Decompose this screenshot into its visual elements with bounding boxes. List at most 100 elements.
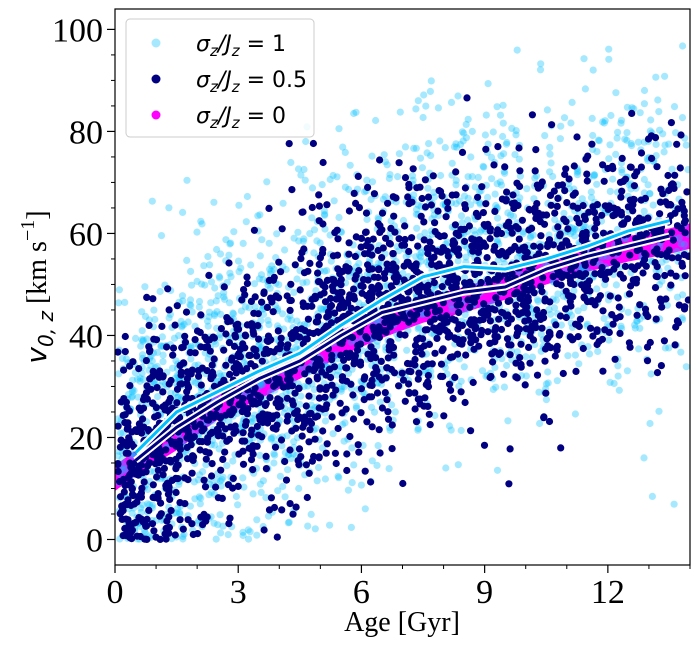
scatter-point-sigma-0-5 — [414, 242, 422, 250]
scatter-point-sigma-1 — [115, 286, 123, 294]
scatter-point-sigma-0-5 — [539, 211, 547, 219]
scatter-point-sigma-0-5 — [321, 298, 330, 306]
scatter-point-sigma-1 — [680, 240, 689, 248]
scatter-point-sigma-0-5 — [125, 407, 133, 415]
scatter-point-sigma-0-5 — [357, 409, 365, 417]
scatter-point-sigma-0-5 — [371, 332, 379, 340]
scatter-point-sigma-0-5 — [484, 311, 492, 319]
scatter-point-sigma-0-5 — [168, 476, 176, 484]
scatter-point-sigma-1 — [631, 321, 639, 329]
scatter-point-sigma-0-5 — [419, 362, 428, 371]
scatter-point-sigma-0-5 — [399, 313, 407, 322]
scatter-point-sigma-1 — [376, 398, 384, 406]
scatter-point-sigma-0-5 — [364, 350, 372, 358]
scatter-point-sigma-0-5 — [239, 340, 247, 348]
scatter-point-sigma-1 — [593, 180, 601, 188]
scatter-point-sigma-0-5 — [217, 325, 225, 333]
scatter-point-sigma-0-5 — [411, 389, 419, 397]
scatter-point-sigma-1 — [321, 210, 329, 218]
scatter-point-sigma-0-5 — [260, 526, 268, 534]
scatter-point-sigma-1 — [523, 185, 531, 193]
scatter-point-sigma-1 — [124, 390, 132, 399]
scatter-point-sigma-1 — [677, 240, 685, 248]
scatter-point-sigma-1 — [186, 502, 194, 510]
scatter-point-sigma-0-5 — [260, 288, 268, 296]
scatter-point-sigma-0-5 — [398, 369, 406, 377]
scatter-point-sigma-0-5 — [196, 328, 204, 337]
scatter-point-sigma-1 — [210, 312, 219, 320]
scatter-point-sigma-0-5 — [313, 375, 321, 383]
scatter-point-sigma-0-5 — [533, 306, 541, 314]
scatter-point-sigma-1 — [232, 492, 240, 501]
scatter-point-sigma-0-5 — [530, 289, 538, 297]
scatter-point-sigma-1 — [635, 345, 643, 353]
magenta-band — [115, 223, 690, 492]
y-axis-label: v0, z [km s−1] — [17, 210, 58, 363]
scatter-point-sigma-0-5 — [423, 288, 431, 296]
scatter-point-sigma-0-5 — [503, 335, 512, 343]
scatter-point-sigma-1 — [580, 304, 588, 312]
scatter-point-sigma-1 — [330, 197, 338, 205]
scatter-point-sigma-0-5 — [554, 223, 562, 231]
scatter-point-sigma-0-5 — [347, 380, 355, 388]
scatter-point-sigma-0-5 — [474, 248, 482, 256]
scatter-point-sigma-1 — [197, 386, 205, 394]
scatter-point-sigma-1 — [571, 351, 580, 359]
scatter-point-sigma-1 — [512, 131, 520, 139]
scatter-point-sigma-0-5 — [502, 196, 510, 204]
scatter-point-sigma-0-5 — [431, 308, 440, 316]
scatter-point-sigma-0-5 — [167, 507, 175, 515]
scatter-point-sigma-1 — [357, 481, 365, 489]
scatter-point-sigma-1 — [335, 213, 343, 222]
scatter-point-sigma-0-5 — [226, 370, 234, 378]
scatter-point-sigma-1 — [348, 365, 356, 373]
scatter-point-sigma-0-5 — [355, 267, 363, 275]
scatter-point-sigma-0-5 — [380, 270, 389, 278]
scatter-point-sigma-1 — [323, 267, 331, 275]
scatter-point-sigma-1 — [115, 370, 123, 378]
scatter-point-sigma-0-5 — [470, 345, 478, 353]
scatter-point-sigma-0-5 — [637, 149, 646, 157]
scatter-point-sigma-0-5 — [219, 455, 227, 463]
scatter-point-sigma-0-5 — [238, 437, 246, 445]
scatter-point-sigma-1 — [519, 230, 527, 238]
scatter-point-sigma-0-5 — [423, 309, 431, 317]
scatter-point-sigma-1 — [237, 307, 245, 315]
scatter-point-sigma-1 — [513, 348, 522, 356]
scatter-point-sigma-0-5 — [275, 258, 283, 266]
scatter-point-sigma-0-5 — [589, 332, 597, 340]
scatter-point-sigma-1 — [150, 306, 158, 314]
scatter-point-sigma-0-5 — [334, 235, 342, 243]
scatter-point-sigma-1 — [464, 194, 472, 202]
scatter-point-sigma-0-5 — [673, 140, 681, 148]
scatter-point-sigma-1 — [204, 322, 212, 330]
scatter-point-sigma-1 — [484, 193, 492, 201]
scatter-point-sigma-0-5 — [621, 175, 630, 183]
scatter-point-sigma-0-5 — [172, 463, 180, 471]
scatter-point-sigma-0-5 — [583, 170, 591, 178]
scatter-point-sigma-0-5 — [485, 279, 493, 287]
scatter-point-sigma-1 — [216, 274, 224, 282]
scatter-point-sigma-1 — [327, 257, 335, 265]
scatter-point-sigma-0-5 — [652, 272, 660, 280]
scatter-point-sigma-0-5 — [437, 360, 446, 368]
scatter-point-sigma-1 — [593, 148, 601, 156]
scatter-point-sigma-0-5 — [434, 324, 442, 332]
scatter-point-sigma-1 — [589, 66, 597, 74]
scatter-point-sigma-0-5 — [630, 265, 639, 273]
scatter-point-sigma-0-5 — [145, 506, 153, 514]
scatter-point-sigma-1 — [183, 256, 191, 264]
scatter-point-sigma-0-5 — [405, 180, 413, 188]
scatter-point-sigma-0-5 — [537, 232, 545, 240]
scatter-point-sigma-1 — [682, 141, 690, 149]
scatter-point-sigma-1 — [623, 129, 631, 137]
scatter-point-sigma-1 — [395, 247, 403, 255]
scatter-point-sigma-1 — [270, 459, 278, 467]
scatter-point-sigma-1 — [468, 173, 476, 181]
scatter-point-sigma-1 — [265, 321, 273, 329]
scatter-point-sigma-1 — [207, 299, 215, 307]
scatter-point-sigma-1 — [216, 334, 224, 342]
scatter-point-sigma-1 — [139, 336, 147, 344]
scatter-point-sigma-1 — [218, 475, 226, 484]
